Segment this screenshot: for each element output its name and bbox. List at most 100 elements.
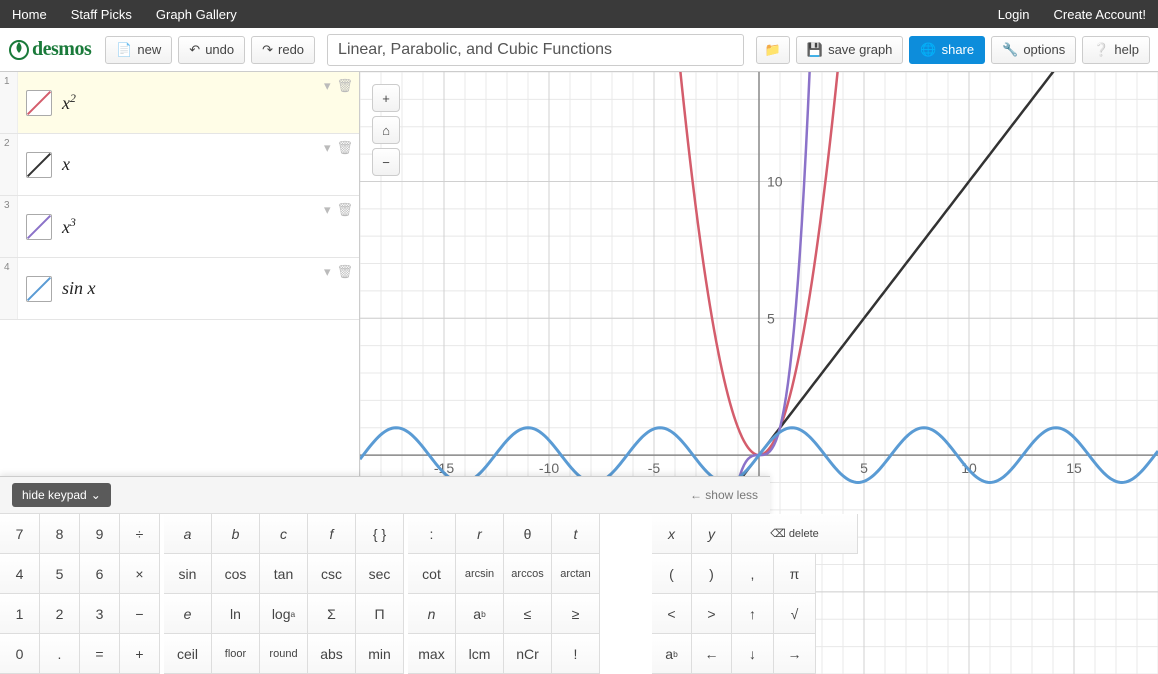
graph-title-input[interactable] xyxy=(327,34,744,66)
share-button[interactable]: 🌐 share xyxy=(909,36,985,64)
keypad-key[interactable]: ← xyxy=(692,634,732,674)
keypad-key[interactable]: Π xyxy=(356,594,404,634)
keypad-key[interactable]: ab xyxy=(456,594,504,634)
nav-link-home[interactable]: Home xyxy=(12,7,47,22)
keypad-key[interactable]: ÷ xyxy=(120,514,160,554)
keypad-key[interactable]: ↑ xyxy=(732,594,774,634)
keypad-key[interactable]: 3 xyxy=(80,594,120,634)
keypad-key[interactable]: − xyxy=(120,594,160,634)
keypad-key[interactable]: lcm xyxy=(456,634,504,674)
keypad-key[interactable]: a xyxy=(164,514,212,554)
expression-formula[interactable]: x3 xyxy=(62,216,76,238)
nav-link-create-account-[interactable]: Create Account! xyxy=(1054,7,1147,22)
help-button[interactable]: ❔ help xyxy=(1082,36,1150,64)
keypad-key[interactable]: ↓ xyxy=(732,634,774,674)
expression-formula[interactable]: x2 xyxy=(62,92,76,114)
delete-icon[interactable]: 🗑 xyxy=(336,264,353,280)
keypad-key[interactable]: × xyxy=(120,554,160,594)
keypad-key[interactable]: ceil xyxy=(164,634,212,674)
keypad-key[interactable]: 5 xyxy=(40,554,80,594)
keypad-key[interactable]: Σ xyxy=(308,594,356,634)
keypad-key[interactable]: n xyxy=(408,594,456,634)
color-swatch[interactable] xyxy=(26,90,52,116)
zoom-out-button[interactable]: − xyxy=(372,148,400,176)
keypad-key[interactable]: floor xyxy=(212,634,260,674)
keypad-key[interactable]: max xyxy=(408,634,456,674)
nav-link-staff-picks[interactable]: Staff Picks xyxy=(71,7,132,22)
expression-row[interactable]: 1 x2 ▾ 🗑 xyxy=(0,72,359,134)
delete-icon[interactable]: 🗑 xyxy=(336,140,353,156)
zoom-in-button[interactable]: + xyxy=(372,84,400,112)
color-swatch[interactable] xyxy=(26,152,52,178)
keypad-key[interactable]: sin xyxy=(164,554,212,594)
expression-row[interactable]: 3 x3 ▾ 🗑 xyxy=(0,196,359,258)
keypad-key[interactable]: r xyxy=(456,514,504,554)
options-button[interactable]: 🔧 options xyxy=(991,36,1076,64)
keypad-key[interactable]: . xyxy=(40,634,80,674)
keypad-key[interactable]: < xyxy=(652,594,692,634)
keypad-key[interactable]: → xyxy=(774,634,816,674)
nav-link-login[interactable]: Login xyxy=(998,7,1030,22)
keypad-key[interactable]: π xyxy=(774,554,816,594)
expression-row[interactable]: 2 x ▾ 🗑 xyxy=(0,134,359,196)
keypad-key[interactable]: 2 xyxy=(40,594,80,634)
chevron-down-icon[interactable]: ▾ xyxy=(324,264,331,280)
chevron-down-icon[interactable]: ▾ xyxy=(324,202,331,218)
delete-icon[interactable]: 🗑 xyxy=(336,202,353,218)
zoom-home-button[interactable]: ⌂ xyxy=(372,116,400,144)
chevron-down-icon[interactable]: ▾ xyxy=(324,78,331,94)
keypad-key[interactable]: 1 xyxy=(0,594,40,634)
keypad-key[interactable]: > xyxy=(692,594,732,634)
keypad-key[interactable]: θ xyxy=(504,514,552,554)
expression-row[interactable]: 4 sin x ▾ 🗑 xyxy=(0,258,359,320)
keypad-key[interactable]: min xyxy=(356,634,404,674)
keypad-key[interactable]: + xyxy=(120,634,160,674)
delete-icon[interactable]: 🗑 xyxy=(336,78,353,94)
keypad-key[interactable]: 6 xyxy=(80,554,120,594)
redo-button[interactable]: ↷ redo xyxy=(251,36,315,64)
keypad-key[interactable]: 7 xyxy=(0,514,40,554)
keypad-key[interactable]: ( xyxy=(652,554,692,594)
keypad-key[interactable]: c xyxy=(260,514,308,554)
keypad-key[interactable]: abs xyxy=(308,634,356,674)
open-folder-button[interactable]: 📁 xyxy=(756,36,790,64)
keypad-key[interactable]: 4 xyxy=(0,554,40,594)
keypad-key[interactable]: sec xyxy=(356,554,404,594)
keypad-key[interactable]: 9 xyxy=(80,514,120,554)
new-button[interactable]: 📄 new xyxy=(105,36,172,64)
keypad-key[interactable]: 0 xyxy=(0,634,40,674)
keypad-key[interactable]: 8 xyxy=(40,514,80,554)
keypad-key[interactable]: arccos xyxy=(504,554,552,594)
keypad-key[interactable]: ln xyxy=(212,594,260,634)
keypad-key[interactable]: csc xyxy=(308,554,356,594)
keypad-key[interactable]: ≤ xyxy=(504,594,552,634)
keypad-key[interactable]: : xyxy=(408,514,456,554)
keypad-key[interactable]: ) xyxy=(692,554,732,594)
keypad-key[interactable]: arcsin xyxy=(456,554,504,594)
expression-formula[interactable]: sin x xyxy=(62,278,96,299)
keypad-key[interactable]: tan xyxy=(260,554,308,594)
keypad-key[interactable]: b xyxy=(212,514,260,554)
keypad-key[interactable]: ≥ xyxy=(552,594,600,634)
chevron-down-icon[interactable]: ▾ xyxy=(324,140,331,156)
keypad-key[interactable]: { } xyxy=(356,514,404,554)
nav-link-graph-gallery[interactable]: Graph Gallery xyxy=(156,7,237,22)
keypad-key[interactable]: y xyxy=(692,514,732,554)
keypad-key[interactable]: nCr xyxy=(504,634,552,674)
keypad-key[interactable]: = xyxy=(80,634,120,674)
keypad-key[interactable]: f xyxy=(308,514,356,554)
expression-formula[interactable]: x xyxy=(62,154,70,175)
color-swatch[interactable] xyxy=(26,214,52,240)
keypad-delete-button[interactable]: ⌫ delete xyxy=(732,514,858,554)
keypad-key[interactable]: loga xyxy=(260,594,308,634)
keypad-key[interactable]: , xyxy=(732,554,774,594)
keypad-key[interactable]: x xyxy=(652,514,692,554)
show-less-button[interactable]: ← show less xyxy=(690,488,758,502)
keypad-key[interactable]: ! xyxy=(552,634,600,674)
save-graph-button[interactable]: 💾 save graph xyxy=(796,36,904,64)
keypad-key[interactable]: ab xyxy=(652,634,692,674)
keypad-key[interactable]: e xyxy=(164,594,212,634)
keypad-key[interactable]: arctan xyxy=(552,554,600,594)
hide-keypad-button[interactable]: hide keypad ⌄ xyxy=(12,483,111,507)
keypad-key[interactable]: t xyxy=(552,514,600,554)
